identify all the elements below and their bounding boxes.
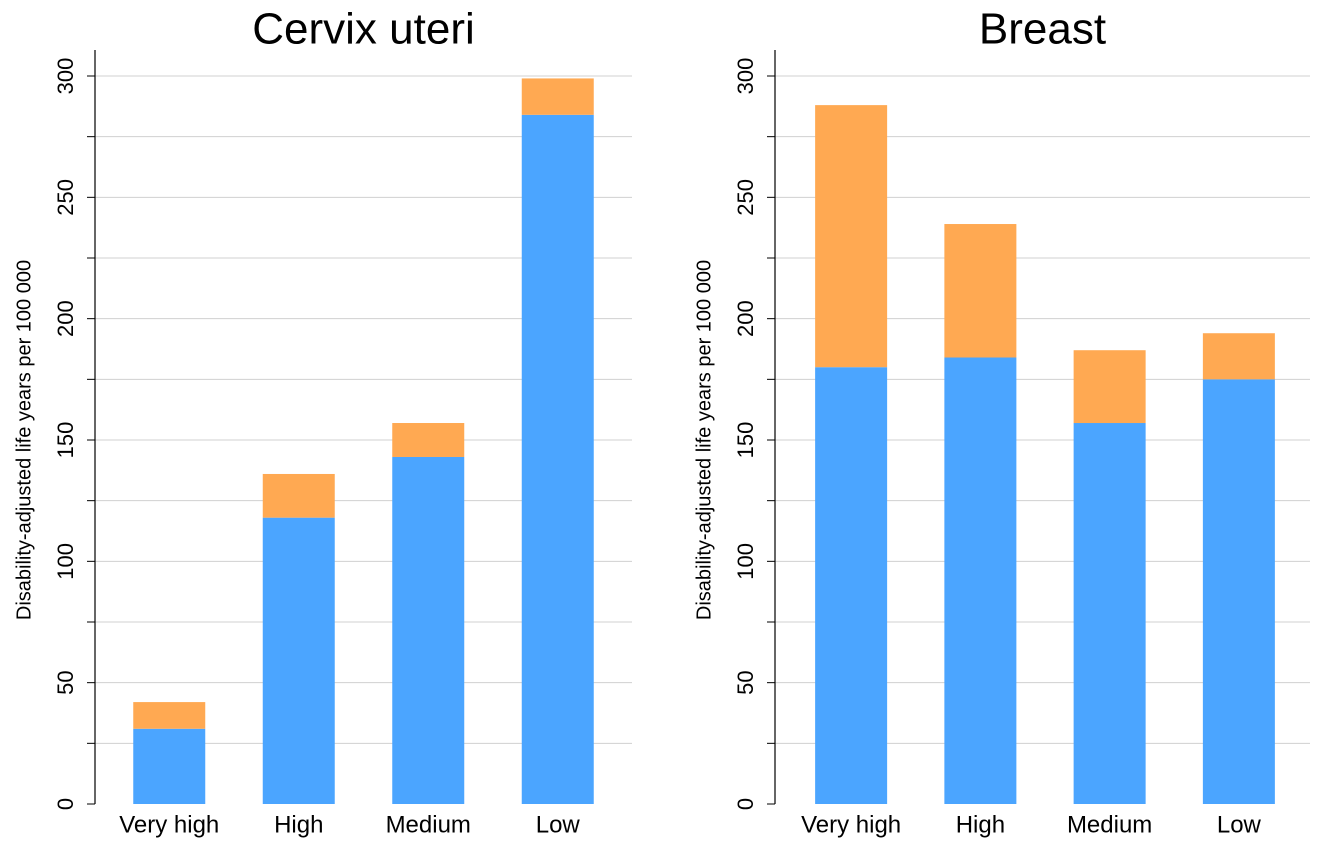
y-tick-label: 300 [53, 58, 78, 95]
y-tick-label: 100 [733, 543, 758, 580]
y-tick-label: 50 [733, 670, 758, 694]
x-tick-label: Very high [801, 811, 901, 838]
x-tick-label: High [956, 811, 1005, 838]
y-tick-label: 50 [53, 670, 78, 694]
y-tick-label: 200 [733, 300, 758, 337]
y-tick-label: 300 [733, 58, 758, 95]
bar-segment [521, 78, 594, 115]
x-tick-label: Low [536, 811, 581, 838]
chart-title: Breast [979, 5, 1106, 54]
x-tick-label: High [274, 811, 323, 838]
bar-segment [392, 423, 465, 457]
y-tick-label: 250 [53, 179, 78, 216]
bar-segment [815, 105, 888, 368]
y-tick-label: 150 [53, 422, 78, 459]
bar-segment [392, 456, 465, 804]
y-tick-label: 100 [53, 543, 78, 580]
chart-title: Cervix uteri [252, 5, 475, 54]
x-tick-label: Low [1217, 811, 1262, 838]
bar-segment [944, 224, 1017, 358]
y-axis-label: Disability-adjusted life years per 100 0… [13, 260, 35, 620]
bar-segment [944, 357, 1017, 804]
bar-segment [521, 114, 594, 805]
y-tick-label: 200 [53, 300, 78, 337]
bar-segment [262, 473, 335, 518]
x-tick-label: Medium [386, 811, 471, 838]
bar-segment [133, 702, 206, 729]
bar-segment [262, 517, 335, 804]
bar-segment [1073, 350, 1146, 424]
x-tick-label: Medium [1067, 811, 1152, 838]
bar-segment [1073, 423, 1146, 804]
y-axis-label: Disability-adjusted life years per 100 0… [693, 260, 715, 620]
y-tick-label: 250 [733, 179, 758, 216]
y-tick-label: 150 [733, 422, 758, 459]
bar-segment [815, 367, 888, 804]
x-tick-label: Very high [119, 811, 219, 838]
bar-segment [133, 728, 206, 804]
bar-segment [1202, 333, 1275, 380]
bar-segment [1202, 379, 1275, 804]
y-tick-label: 0 [53, 798, 78, 810]
y-tick-label: 0 [733, 798, 758, 810]
